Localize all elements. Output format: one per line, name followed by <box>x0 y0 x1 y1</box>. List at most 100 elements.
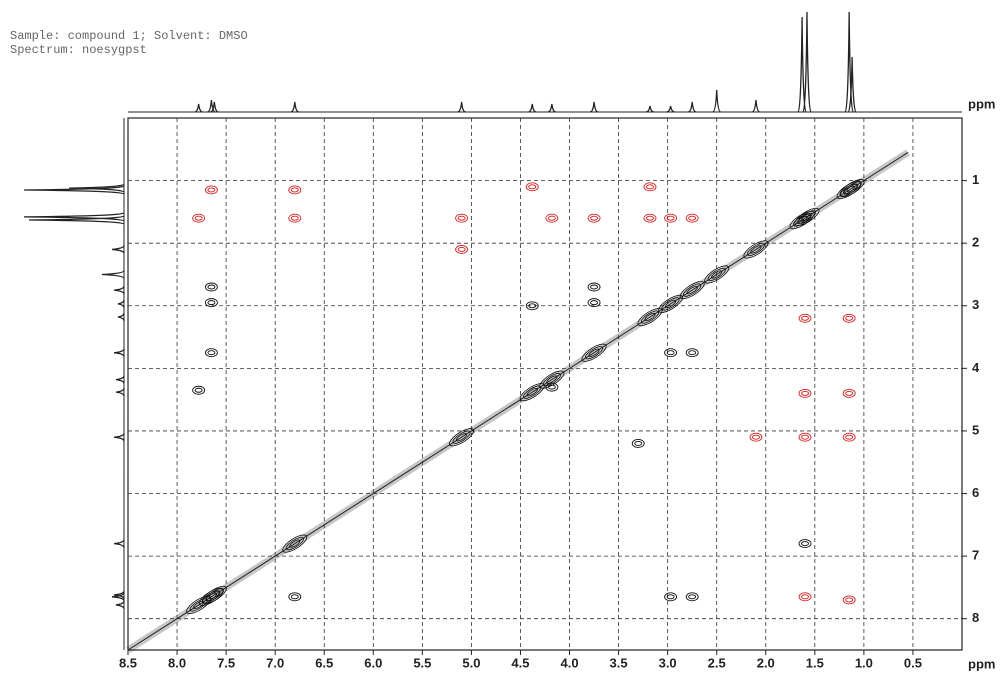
cross-peak <box>194 215 203 221</box>
diagonal-peak <box>289 539 301 548</box>
header-sample: Sample: compound 1; Solvent: DMSO <box>10 29 248 43</box>
cross-peak <box>688 350 697 356</box>
x-tick-label: 3.5 <box>610 655 628 670</box>
top-projection-peak <box>528 103 537 113</box>
cross-peak <box>528 303 537 309</box>
cross-peak <box>842 432 856 442</box>
cross-peak <box>288 185 302 195</box>
cross-peak <box>801 390 809 396</box>
cross-peak <box>192 385 206 395</box>
x-tick-label: 2.0 <box>757 655 775 670</box>
diagonal-peak <box>523 385 542 399</box>
y-tick-label: 1 <box>972 172 979 187</box>
cross-peak <box>749 432 763 442</box>
x-tick-label: 0.5 <box>904 655 922 670</box>
left-projection-peak <box>101 270 125 279</box>
cross-peak <box>643 213 657 223</box>
diagonal-peak <box>285 537 304 551</box>
x-tick-label: 4.5 <box>511 655 529 670</box>
x-axis-label: ppm <box>968 656 995 671</box>
x-tick-label: 1.5 <box>806 655 824 670</box>
y-tick-label: 3 <box>972 297 979 312</box>
diagonal-peak <box>449 428 475 447</box>
cross-peak <box>798 432 812 442</box>
cross-peak <box>666 215 675 221</box>
top-projection-peak <box>547 103 556 113</box>
left-projection-peak <box>23 212 125 222</box>
left-projection-peak <box>115 388 125 397</box>
x-tick-label: 2.5 <box>708 655 726 670</box>
top-projection-peak <box>645 105 655 113</box>
diagonal-peak <box>519 383 545 402</box>
cross-peak <box>666 350 675 356</box>
diagonal-peak <box>201 585 227 604</box>
diagonal-peak <box>704 265 730 284</box>
cross-peak <box>207 187 216 193</box>
cross-peak <box>547 215 556 221</box>
x-tick-label: 1.0 <box>855 655 873 670</box>
cross-peak <box>845 315 854 321</box>
diagonal-peak <box>640 310 660 324</box>
cross-peak <box>290 594 299 600</box>
top-projection-peak <box>847 56 857 113</box>
diagonal-peak <box>186 595 212 614</box>
cross-peak <box>646 184 654 190</box>
cross-peak <box>842 313 856 323</box>
cross-peak <box>545 213 559 223</box>
diagonal-peak <box>456 433 468 442</box>
y-axis-label: ppm <box>968 96 995 111</box>
cross-peak <box>587 298 601 308</box>
diagonal-peak <box>746 242 766 257</box>
top-projection-peak <box>210 101 219 113</box>
cross-peak <box>685 592 699 602</box>
x-tick-label: 8.0 <box>168 655 186 670</box>
cross-peak <box>801 315 809 321</box>
top-projection-peak <box>457 101 466 113</box>
cross-peak <box>845 434 854 440</box>
left-projection-peak <box>113 590 125 600</box>
diagonal-peak <box>686 285 698 295</box>
diagonal-peak <box>843 181 862 195</box>
left-projection-peak <box>117 299 125 308</box>
cross-peak <box>525 301 539 311</box>
x-tick-label: 7.0 <box>266 655 284 670</box>
cross-peak <box>204 348 218 358</box>
cross-peak <box>845 597 854 603</box>
top-projection-peak <box>666 105 675 113</box>
cross-peak <box>204 282 218 292</box>
diagonal-peak <box>707 267 726 282</box>
left-projection-peak <box>28 215 125 225</box>
cross-peak <box>801 594 809 600</box>
left-projection-peak <box>23 185 125 195</box>
cross-peak <box>207 284 216 290</box>
cross-peak <box>457 215 466 221</box>
top-projection-peak <box>712 89 721 113</box>
cross-peak <box>801 434 809 440</box>
diagonal-peak <box>664 299 677 309</box>
diagonal-ridge <box>127 152 909 651</box>
cross-peak <box>192 213 206 223</box>
top-projection-peak <box>844 11 854 113</box>
diagonal-peak <box>452 430 471 444</box>
left-projection-peak <box>111 592 125 601</box>
cross-peak <box>204 298 218 308</box>
diagonal-peak <box>542 373 561 387</box>
diagonal-peak <box>711 270 723 279</box>
cross-peak <box>845 390 854 396</box>
cross-peak <box>207 350 216 356</box>
header-spectrum: Spectrum: noesygpst <box>10 43 147 57</box>
cross-peak <box>528 184 537 190</box>
left-projection-peak <box>68 183 125 193</box>
left-projection-peak <box>113 348 125 357</box>
top-projection-peak <box>194 103 203 113</box>
left-projection-peak <box>111 245 125 254</box>
diagonal-peak <box>193 600 205 610</box>
x-tick-label: 7.5 <box>217 655 235 670</box>
cross-peak <box>455 244 469 254</box>
diagonal-peak <box>205 588 224 602</box>
top-projection-peak <box>688 101 697 113</box>
diagonal-peak <box>189 598 208 612</box>
y-tick-label: 8 <box>972 610 979 625</box>
left-projection-peak <box>113 539 125 548</box>
